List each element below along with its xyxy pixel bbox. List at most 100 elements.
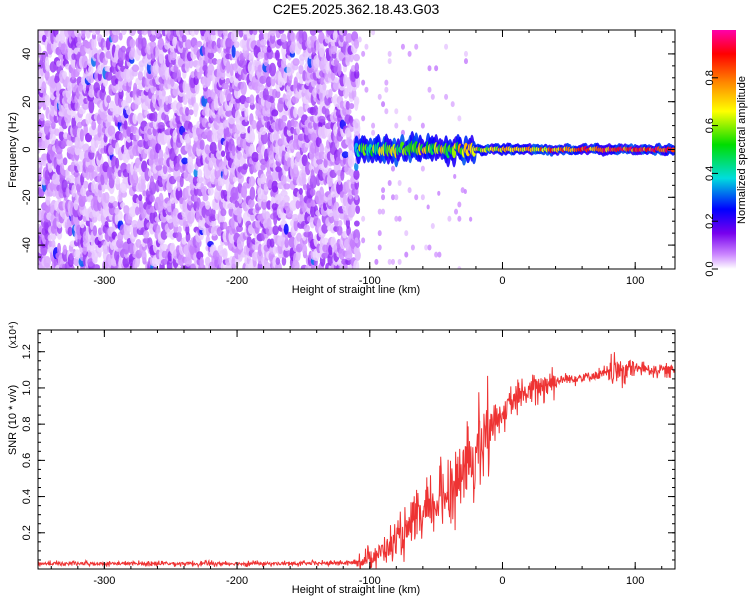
spectrogram-cell — [50, 121, 56, 130]
spectrogram-cell — [149, 41, 157, 49]
spectrogram-cell — [70, 161, 77, 176]
spectrogram-cell — [270, 30, 276, 37]
spectrogram-cell — [221, 82, 230, 90]
spectrogram-cell — [259, 127, 267, 136]
spectrogram-cell — [258, 30, 265, 34]
spectrogram-cell — [119, 181, 128, 194]
spectrogram-cell — [345, 100, 350, 110]
spectrogram-cell — [160, 229, 168, 240]
spectrogram-cell — [298, 188, 303, 195]
y-tick-label: 1.0 — [21, 380, 33, 395]
spectrogram-cell — [420, 194, 425, 201]
spectrogram-cell — [129, 38, 136, 48]
spectrogram-cell — [115, 157, 120, 169]
spectrogram-cell — [354, 237, 359, 244]
spectrogram-cell — [176, 69, 182, 83]
spectrogram-cell — [268, 149, 275, 160]
spectrogram-cell — [65, 168, 70, 182]
spectrogram-cell — [122, 241, 130, 255]
spectrogram-cell — [57, 242, 62, 255]
spectrogram-cell — [151, 30, 156, 36]
spectrogram-cell — [420, 122, 425, 129]
spectrogram-cell — [310, 35, 317, 42]
spectrogram-cell — [343, 87, 349, 99]
spectrogram-cell — [82, 101, 90, 110]
spectrogram-cell — [248, 130, 256, 143]
x-tick-label: 0 — [499, 575, 505, 587]
spectrogram-cell — [322, 201, 328, 211]
spectrogram-cell — [41, 81, 47, 95]
spectrogram-cell — [302, 244, 308, 256]
spectrogram-cell — [248, 198, 255, 209]
spectrogram-cell — [324, 34, 332, 44]
y-tick-label: 0.2 — [21, 525, 33, 540]
y-tick-label: 0.8 — [21, 417, 33, 432]
spectrogram-cell — [430, 93, 435, 100]
spectrogram-cell — [123, 205, 130, 215]
spectrogram-cell — [141, 250, 147, 262]
spectrogram-cell — [280, 212, 287, 221]
spectrogram-cell — [238, 30, 244, 38]
spectrogram-cell — [62, 157, 68, 166]
spectrogram-cell — [143, 131, 149, 142]
spectrogram-cell — [377, 230, 382, 237]
spectrogram-cell — [453, 173, 457, 179]
spectrogram-cell — [209, 141, 217, 154]
spectrogram-x-axis: -300 -200 -100 0 100 — [50, 30, 663, 287]
spectrogram-cell — [274, 49, 280, 61]
spectrogram-cell — [355, 205, 361, 214]
spectrogram-cell — [118, 132, 124, 141]
spectrogram-cell — [228, 115, 236, 125]
spectrogram-cell — [298, 64, 304, 75]
spectrogram-cell — [222, 248, 228, 260]
spectrogram-cell — [371, 30, 376, 36]
spectrogram-cell — [39, 125, 45, 134]
spectrogram-cell — [91, 120, 97, 131]
spectrogram-cell — [132, 113, 138, 125]
spectrogram-cell — [97, 239, 102, 248]
spectrogram-cell — [371, 122, 376, 129]
spectrogram-cell — [337, 62, 342, 77]
spectrogram-cell — [211, 57, 218, 65]
y-tick-label: -20 — [21, 189, 33, 205]
spectrogram-cell — [463, 58, 468, 65]
spectrogram-cell — [457, 215, 462, 222]
spectrogram-cell — [271, 109, 279, 117]
spectrogram-cell — [137, 70, 144, 81]
spectrogram-cell — [333, 94, 339, 108]
spectrogram-cell — [188, 109, 194, 116]
x-tick-label: 100 — [626, 275, 644, 287]
spectrogram-cell — [187, 161, 194, 174]
spectrogram-cell — [80, 186, 87, 197]
y-tick-label: 0 — [21, 146, 33, 152]
spectrogram-cell — [340, 169, 345, 181]
figure-title: C2E5.2025.362.18.43.G03 — [273, 1, 440, 17]
spectrogram-cell — [225, 77, 231, 85]
spectrogram-cell — [222, 221, 228, 230]
spectrogram-cell — [457, 201, 462, 208]
spectrogram-cell — [196, 40, 203, 48]
spectrogram-cell — [316, 158, 324, 165]
spectrogram-cell — [394, 215, 399, 222]
spectrogram-cell — [255, 161, 261, 172]
spectrogram-cell — [457, 266, 462, 269]
spectrogram-cell — [152, 111, 158, 122]
spectrogram-cell — [230, 30, 239, 43]
spectrogram-cell — [322, 83, 327, 91]
spectrogram-cell — [290, 39, 296, 51]
spectrogram-cell — [248, 176, 256, 187]
spectrogram-cell — [263, 32, 269, 40]
spectrogram-cell — [91, 30, 96, 36]
spectrogram-cell — [62, 244, 67, 255]
spectrogram-cell — [290, 32, 296, 42]
spectrogram-cell — [187, 145, 193, 157]
spectrogram-cell — [282, 194, 290, 203]
spectrogram-cell — [430, 222, 435, 229]
spectrogram-cell — [394, 122, 399, 129]
x-tick-label: -200 — [226, 275, 248, 287]
spectrogram-cell — [74, 249, 81, 260]
snr-plot-area — [38, 330, 675, 569]
spectrogram-cell — [193, 30, 200, 36]
spectrogram-cell — [345, 108, 352, 115]
spectrogram-cell — [384, 86, 389, 93]
